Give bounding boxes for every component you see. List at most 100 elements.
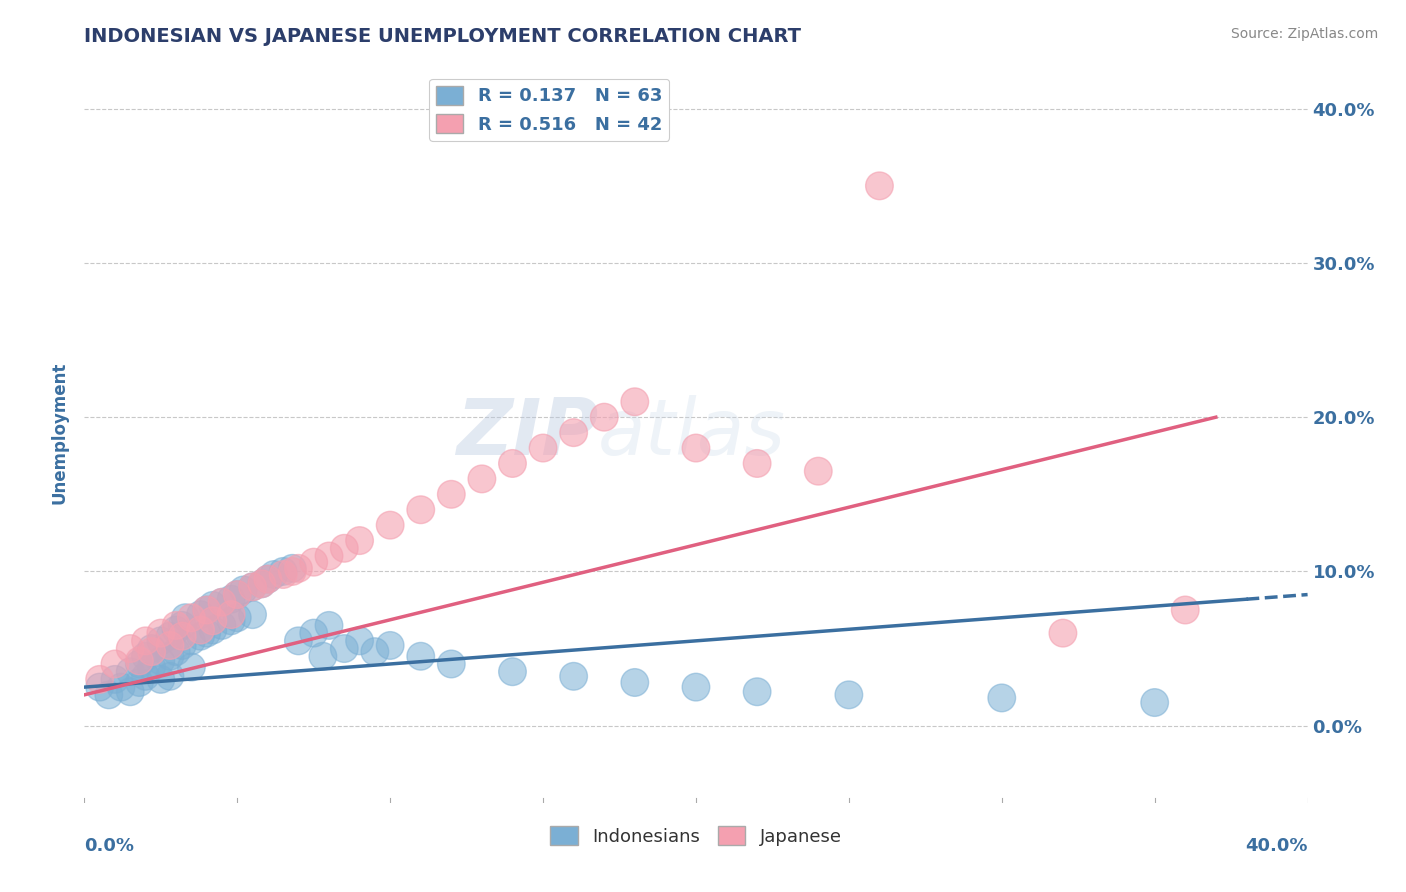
Ellipse shape <box>117 635 143 663</box>
Ellipse shape <box>148 647 174 674</box>
Ellipse shape <box>193 619 221 647</box>
Ellipse shape <box>804 458 832 485</box>
Ellipse shape <box>247 570 276 598</box>
Text: atlas: atlas <box>598 394 786 471</box>
Text: 0.0%: 0.0% <box>84 837 135 855</box>
Ellipse shape <box>132 663 159 690</box>
Ellipse shape <box>101 650 129 678</box>
Ellipse shape <box>208 589 236 616</box>
Text: 40.0%: 40.0% <box>1246 837 1308 855</box>
Ellipse shape <box>117 678 143 706</box>
Ellipse shape <box>138 635 166 663</box>
Ellipse shape <box>299 619 328 647</box>
Ellipse shape <box>406 642 434 670</box>
Ellipse shape <box>254 566 281 593</box>
Ellipse shape <box>315 542 343 570</box>
Ellipse shape <box>346 527 374 555</box>
Legend: R = 0.137   N = 63, R = 0.516   N = 42: R = 0.137 N = 63, R = 0.516 N = 42 <box>429 78 669 141</box>
Ellipse shape <box>468 465 496 492</box>
Ellipse shape <box>560 418 588 447</box>
Ellipse shape <box>193 596 221 624</box>
Ellipse shape <box>278 555 307 582</box>
Ellipse shape <box>315 612 343 640</box>
Ellipse shape <box>96 681 122 708</box>
Ellipse shape <box>187 616 214 644</box>
Ellipse shape <box>148 665 174 693</box>
Ellipse shape <box>278 558 307 585</box>
Ellipse shape <box>406 496 434 524</box>
Ellipse shape <box>239 601 266 629</box>
Ellipse shape <box>177 604 205 632</box>
Ellipse shape <box>156 663 184 690</box>
Ellipse shape <box>239 573 266 600</box>
Ellipse shape <box>208 589 236 616</box>
Ellipse shape <box>132 627 159 655</box>
Ellipse shape <box>1171 596 1199 624</box>
Ellipse shape <box>125 650 153 678</box>
Ellipse shape <box>148 627 174 655</box>
Ellipse shape <box>138 653 166 681</box>
Ellipse shape <box>529 434 557 462</box>
Ellipse shape <box>330 635 359 663</box>
Ellipse shape <box>377 511 404 539</box>
Ellipse shape <box>377 632 404 659</box>
Y-axis label: Unemployment: Unemployment <box>51 361 69 504</box>
Ellipse shape <box>239 573 266 600</box>
Ellipse shape <box>330 534 359 562</box>
Ellipse shape <box>218 601 245 629</box>
Ellipse shape <box>193 596 221 624</box>
Ellipse shape <box>1049 619 1077 647</box>
Ellipse shape <box>187 623 214 650</box>
Ellipse shape <box>224 581 252 608</box>
Ellipse shape <box>148 619 174 647</box>
Ellipse shape <box>200 616 226 644</box>
Ellipse shape <box>260 561 288 589</box>
Ellipse shape <box>169 632 195 659</box>
Ellipse shape <box>560 663 588 690</box>
Ellipse shape <box>682 673 710 701</box>
Ellipse shape <box>187 601 214 629</box>
Ellipse shape <box>200 591 226 619</box>
Ellipse shape <box>499 658 526 686</box>
Ellipse shape <box>229 576 257 604</box>
Ellipse shape <box>299 549 328 576</box>
Ellipse shape <box>86 673 114 701</box>
Ellipse shape <box>270 561 297 589</box>
Ellipse shape <box>177 653 205 681</box>
Ellipse shape <box>117 658 143 686</box>
Ellipse shape <box>744 450 770 477</box>
Ellipse shape <box>499 450 526 477</box>
Ellipse shape <box>309 642 336 670</box>
Ellipse shape <box>988 684 1015 712</box>
Ellipse shape <box>169 623 195 650</box>
Ellipse shape <box>169 612 195 640</box>
Ellipse shape <box>224 604 252 632</box>
Ellipse shape <box>132 642 159 670</box>
Ellipse shape <box>284 627 312 655</box>
Ellipse shape <box>200 607 226 634</box>
Ellipse shape <box>162 616 190 644</box>
Ellipse shape <box>621 669 648 697</box>
Ellipse shape <box>208 612 236 640</box>
Ellipse shape <box>247 570 276 598</box>
Text: ZIP: ZIP <box>456 394 598 471</box>
Ellipse shape <box>361 638 388 665</box>
Ellipse shape <box>346 627 374 655</box>
Ellipse shape <box>591 403 619 431</box>
Text: Source: ZipAtlas.com: Source: ZipAtlas.com <box>1230 27 1378 41</box>
Ellipse shape <box>138 638 166 665</box>
Ellipse shape <box>224 581 252 608</box>
Ellipse shape <box>162 612 190 640</box>
Ellipse shape <box>156 632 184 659</box>
Ellipse shape <box>1140 689 1168 716</box>
Ellipse shape <box>270 558 297 585</box>
Ellipse shape <box>437 650 465 678</box>
Ellipse shape <box>156 642 184 670</box>
Text: INDONESIAN VS JAPANESE UNEMPLOYMENT CORRELATION CHART: INDONESIAN VS JAPANESE UNEMPLOYMENT CORR… <box>84 27 801 45</box>
Ellipse shape <box>156 623 184 650</box>
Ellipse shape <box>744 678 770 706</box>
Ellipse shape <box>866 172 893 200</box>
Ellipse shape <box>682 434 710 462</box>
Ellipse shape <box>437 481 465 508</box>
Ellipse shape <box>218 585 245 613</box>
